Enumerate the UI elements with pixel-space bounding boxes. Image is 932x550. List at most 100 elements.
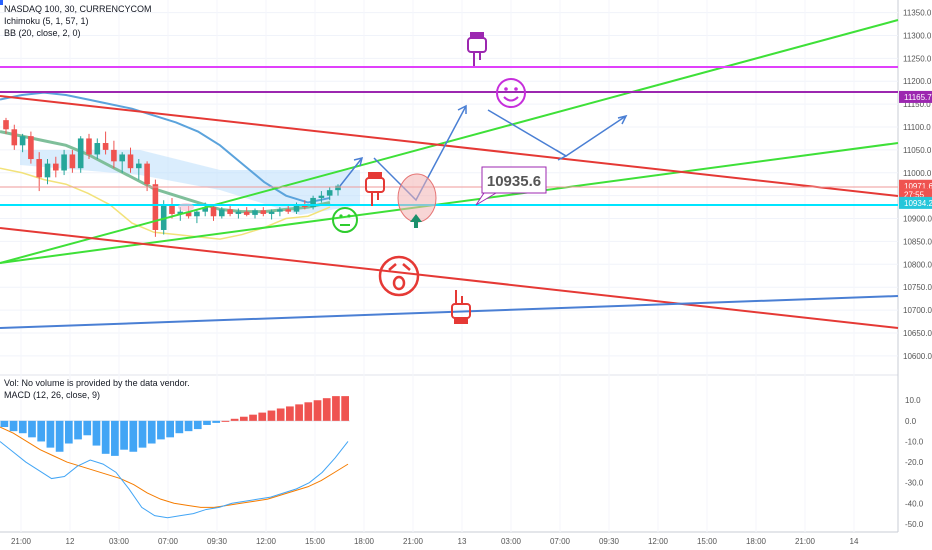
time-tick-label: 03:00	[501, 537, 522, 546]
price-badge-label: 10934.2	[904, 199, 932, 208]
macd-histogram-bar	[18, 420, 27, 434]
macd-histogram-bar	[0, 420, 9, 428]
candle-body	[210, 207, 217, 217]
macd-histogram-bar	[74, 420, 82, 440]
time-tick-label: 12:00	[648, 537, 669, 546]
green-trendline-lower[interactable]	[0, 142, 899, 264]
candle-body	[326, 190, 333, 196]
candle-body	[144, 163, 150, 185]
candle-body	[335, 185, 341, 191]
sad-face-icon[interactable]	[378, 255, 420, 297]
macd-signal-line	[0, 426, 349, 508]
candle-body	[152, 184, 159, 230]
candle-body	[94, 143, 101, 155]
macd-tick-label: -20.0	[905, 458, 924, 467]
hand-pointing-up-icon[interactable]	[451, 290, 471, 324]
candle-body	[285, 209, 291, 212]
price-tick-label: 11150.0	[903, 100, 931, 109]
candle-body	[44, 163, 51, 178]
legend-symbol[interactable]: NASDAQ 100, 30, CURRENCYCOM	[4, 4, 152, 14]
macd-histogram-bar	[276, 408, 285, 421]
candle-body	[136, 163, 142, 169]
price-tick-label: 10800.0	[903, 260, 932, 269]
arrow-head-1	[353, 156, 364, 167]
small-highlight	[178, 203, 194, 211]
macd-axis[interactable]: 10.0 0.0 -10.0 -20.0 -30.0 -40.0 -50.0	[905, 396, 924, 529]
candle-body	[318, 195, 325, 198]
time-tick-label: 21:00	[795, 537, 816, 546]
time-tick-label: 14	[850, 537, 859, 546]
macd-histogram-bar	[295, 404, 303, 421]
price-tick-label: 11300.0	[903, 31, 932, 40]
price-tick-label: 10650.0	[903, 329, 932, 338]
legend-macd[interactable]: MACD (12, 26, close, 9)	[4, 390, 100, 400]
candle-body	[277, 209, 283, 212]
candle-body	[36, 159, 42, 178]
price-badge	[899, 196, 932, 209]
drawings[interactable]: 10935.6	[0, 19, 899, 329]
price-tick-label: 11200.0	[903, 77, 932, 86]
candle-body	[177, 211, 184, 214]
macd-tick-label: -40.0	[905, 499, 924, 508]
price-callout[interactable]: 10935.6	[475, 166, 547, 206]
macd-histogram-bar	[221, 420, 230, 422]
candle-body	[86, 138, 92, 155]
legend-vol[interactable]: Vol: No volume is provided by the data v…	[4, 378, 190, 388]
blue-trendline[interactable]	[0, 295, 899, 329]
candle-body	[243, 211, 250, 215]
time-tick-label: 07:00	[550, 537, 571, 546]
price-tick-label: 11050.0	[903, 146, 932, 155]
macd-histogram-bar	[138, 420, 147, 448]
macd-histogram-bar	[166, 420, 174, 438]
neutral-face-icon[interactable]	[332, 207, 358, 233]
candle-body	[310, 197, 316, 208]
candle-body	[169, 204, 175, 214]
candle-body	[268, 211, 275, 214]
macd-histogram-bar	[120, 420, 128, 450]
macd-tick-label: -50.0	[905, 520, 924, 529]
legend-bb[interactable]: BB (20, close, 2, 0)	[4, 28, 81, 38]
legend-ichimoku[interactable]: Ichimoku (5, 1, 57, 1)	[4, 16, 89, 26]
highlight-circle[interactable]	[397, 173, 437, 223]
price-tick-label: 11350.0	[903, 9, 932, 18]
macd-histogram-bar	[212, 420, 221, 423]
projection-arrow-1[interactable]	[339, 157, 363, 187]
candle-body	[53, 163, 59, 171]
price-badge	[899, 90, 932, 103]
price-tick-label: 11000.0	[903, 169, 932, 178]
price-badge-label: 10971.6	[904, 182, 932, 191]
candle-body	[293, 204, 300, 212]
price-tick-label: 11100.0	[903, 123, 931, 132]
arrow-head-3	[617, 114, 628, 125]
candle-body	[202, 207, 208, 212]
macd-histogram-bar	[37, 420, 46, 442]
red-trendline-lower[interactable]	[0, 227, 899, 329]
up-arrow-icon	[410, 214, 422, 228]
price-callout-label: 10935.6	[487, 173, 541, 190]
candles	[3, 117, 341, 237]
cloud-area	[20, 150, 360, 215]
smiley-icon[interactable]	[496, 78, 526, 108]
macd-line	[0, 441, 349, 519]
price-tick-label: 10900.0	[903, 215, 932, 224]
hand-pointing-down-icon[interactable]	[467, 32, 487, 66]
macd-histogram-bar	[9, 420, 18, 432]
macd-histogram-bar	[83, 420, 92, 436]
candle-body	[3, 120, 9, 130]
bb-basis-line	[0, 130, 331, 214]
candle-body	[219, 209, 225, 217]
arrow-head-2	[457, 104, 467, 114]
red-trendline-upper[interactable]	[0, 95, 899, 197]
macd-tick-label: 10.0	[905, 396, 921, 405]
time-tick-label: 21:00	[403, 537, 424, 546]
candle-body	[127, 154, 134, 169]
green-trendline-upper[interactable]	[0, 19, 899, 264]
hand-pointing-down-red-icon[interactable]	[365, 172, 385, 206]
candle-body	[260, 210, 267, 214]
macd-tick-label: -30.0	[905, 479, 924, 488]
time-axis[interactable]: 21:00 12 03:00 07:00 09:30 12:00 15:00 18:00 21:…	[11, 537, 859, 546]
macd-histogram-bar	[129, 420, 138, 452]
